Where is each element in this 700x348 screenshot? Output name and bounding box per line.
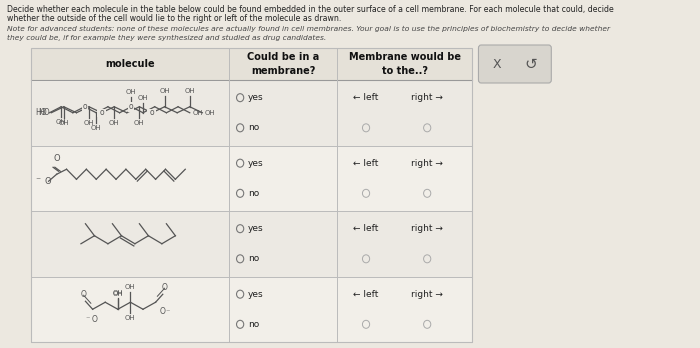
Text: O: O	[53, 154, 60, 163]
Text: OH: OH	[91, 125, 101, 131]
Text: OH: OH	[109, 120, 120, 126]
Text: yes: yes	[248, 159, 264, 168]
Text: they could be, if for example they were synthesized and studied as drug candidat: they could be, if for example they were …	[7, 35, 326, 41]
Text: ⁻: ⁻	[85, 314, 90, 323]
Text: OH: OH	[134, 120, 145, 126]
Text: ← left: ← left	[354, 290, 379, 299]
Text: whether the outside of the cell would lie to the right or left of the molecule a: whether the outside of the cell would li…	[7, 14, 342, 23]
Text: O: O	[160, 307, 166, 316]
Text: O: O	[44, 177, 50, 186]
Text: OH: OH	[56, 119, 66, 125]
Text: OH: OH	[125, 315, 136, 321]
Text: right →: right →	[411, 159, 443, 168]
FancyBboxPatch shape	[148, 109, 157, 117]
FancyBboxPatch shape	[32, 277, 472, 342]
Text: OH: OH	[138, 95, 148, 101]
Text: no: no	[248, 254, 260, 263]
Text: O: O	[80, 290, 87, 299]
Text: OH: OH	[204, 110, 215, 116]
Text: molecule: molecule	[106, 59, 155, 69]
Text: right →: right →	[411, 93, 443, 102]
FancyBboxPatch shape	[32, 80, 472, 145]
Text: ↺: ↺	[524, 56, 537, 71]
Text: O: O	[92, 315, 97, 324]
Text: o: o	[82, 102, 87, 111]
Text: o: o	[150, 108, 154, 117]
Text: Could be in a
membrane?: Could be in a membrane?	[247, 52, 319, 76]
Text: OH: OH	[84, 120, 95, 126]
Text: O: O	[162, 283, 167, 292]
Text: Note for advanced students: none of these molecules are actually found in cell m: Note for advanced students: none of thes…	[7, 26, 610, 32]
Text: OH: OH	[126, 89, 136, 95]
Text: ⁻: ⁻	[165, 307, 170, 316]
Text: yes: yes	[248, 93, 264, 102]
FancyBboxPatch shape	[32, 81, 228, 144]
Text: ⁻: ⁻	[35, 176, 41, 186]
FancyBboxPatch shape	[32, 211, 472, 277]
Text: no: no	[248, 189, 260, 198]
Text: OH: OH	[160, 88, 170, 94]
FancyBboxPatch shape	[32, 48, 472, 342]
Text: o: o	[99, 108, 104, 117]
Text: OH: OH	[59, 120, 69, 126]
Text: OH: OH	[185, 88, 195, 94]
FancyBboxPatch shape	[32, 145, 472, 211]
Text: right →: right →	[411, 224, 443, 233]
Text: o: o	[129, 102, 134, 111]
Text: ← left: ← left	[354, 159, 379, 168]
Text: HO: HO	[38, 108, 50, 117]
Text: Membrane would be
to the..?: Membrane would be to the..?	[349, 52, 461, 76]
Text: X: X	[493, 57, 502, 71]
FancyBboxPatch shape	[479, 45, 552, 83]
Text: yes: yes	[248, 224, 264, 233]
Text: no: no	[248, 123, 260, 132]
FancyBboxPatch shape	[32, 48, 472, 80]
Text: OH: OH	[113, 290, 123, 296]
FancyBboxPatch shape	[97, 109, 106, 117]
Text: no: no	[248, 320, 260, 329]
Text: right →: right →	[411, 290, 443, 299]
Text: ← left: ← left	[354, 93, 379, 102]
Text: OH: OH	[113, 291, 123, 297]
Text: HO: HO	[35, 108, 47, 117]
Text: Decide whether each molecule in the table below could be found embedded in the o: Decide whether each molecule in the tabl…	[7, 5, 614, 14]
Text: OH: OH	[193, 110, 203, 116]
Text: OH: OH	[125, 284, 136, 290]
Text: ← left: ← left	[354, 224, 379, 233]
Text: yes: yes	[248, 290, 264, 299]
